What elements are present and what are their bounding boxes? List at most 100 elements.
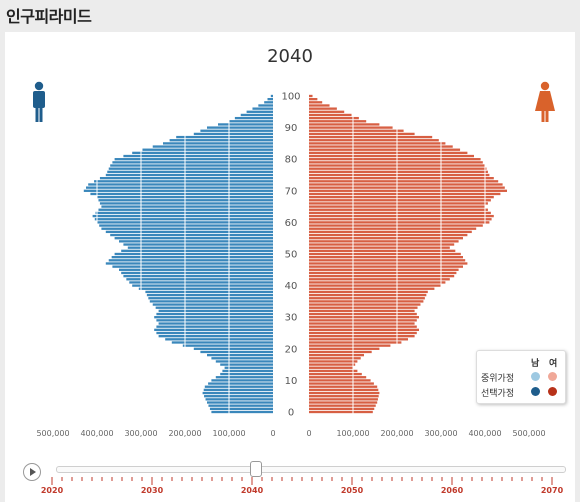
female-bar-age-60[interactable] — [309, 221, 490, 224]
female-bar-age-0[interactable] — [309, 410, 373, 414]
timeline-year-label[interactable]: 2040 — [240, 486, 264, 495]
female-bar-age-36[interactable] — [309, 297, 425, 300]
female-bar-age-48[interactable] — [309, 259, 466, 262]
male-bar-age-44[interactable] — [121, 271, 273, 275]
male-bar-age-41[interactable] — [129, 281, 273, 284]
male-bar-age-94[interactable] — [240, 113, 273, 117]
female-bar-age-26[interactable] — [309, 328, 419, 332]
male-bar-age-34[interactable] — [152, 303, 273, 306]
female-bar-age-92[interactable] — [309, 120, 367, 123]
female-bar-age-42[interactable] — [309, 278, 450, 281]
male-bar-age-55[interactable] — [114, 237, 273, 240]
male-bar-age-26[interactable] — [154, 328, 273, 332]
legend-dot-female-median[interactable] — [548, 372, 557, 381]
male-bar-age-90[interactable] — [207, 126, 273, 129]
male-bar-age-70[interactable] — [83, 189, 273, 192]
male-bar-age-93[interactable] — [234, 116, 273, 120]
male-bar-age-84[interactable] — [152, 145, 273, 148]
male-bar-age-45[interactable] — [119, 268, 273, 271]
female-bar-age-20[interactable] — [309, 347, 380, 350]
female-bar-age-77[interactable] — [309, 167, 487, 170]
male-bar-age-18[interactable] — [207, 353, 273, 357]
male-bar-age-13[interactable] — [222, 369, 273, 373]
female-bar-age-40[interactable] — [309, 284, 441, 287]
male-bar-age-22[interactable] — [171, 341, 273, 344]
male-bar-age-78[interactable] — [110, 164, 273, 167]
male-bar-age-99[interactable] — [267, 97, 274, 101]
male-bar-age-62[interactable] — [92, 214, 273, 218]
timeline-year-label[interactable]: 2050 — [340, 486, 364, 495]
male-bar-age-11[interactable] — [215, 376, 273, 379]
female-bar-age-73[interactable] — [309, 180, 499, 183]
male-bar-age-67[interactable] — [98, 199, 273, 202]
female-bar-age-23[interactable] — [309, 338, 408, 341]
male-bar-age-73[interactable] — [94, 180, 273, 183]
female-bar-age-52[interactable] — [309, 246, 450, 249]
female-bar-age-51[interactable] — [309, 249, 456, 253]
male-bar-age-4[interactable] — [205, 398, 273, 401]
female-bar-age-82[interactable] — [309, 151, 468, 155]
male-bar-age-47[interactable] — [105, 262, 273, 265]
male-bar-age-86[interactable] — [169, 139, 273, 142]
female-bar-age-27[interactable] — [309, 325, 417, 328]
male-bar-age-87[interactable] — [176, 135, 273, 139]
female-bar-age-81[interactable] — [309, 154, 474, 158]
female-bar-age-61[interactable] — [309, 218, 492, 221]
female-bar-age-96[interactable] — [309, 107, 337, 110]
male-bar-age-54[interactable] — [119, 240, 273, 243]
female-bar-age-35[interactable] — [309, 300, 424, 303]
timeline-year-label[interactable]: 2070 — [540, 486, 564, 495]
female-bar-age-46[interactable] — [309, 265, 463, 268]
timeline-year-label[interactable]: 2060 — [440, 486, 464, 495]
male-bar-age-29[interactable] — [156, 319, 273, 322]
year-slider-handle[interactable] — [250, 461, 262, 477]
female-bar-age-63[interactable] — [309, 211, 491, 215]
male-bar-age-59[interactable] — [99, 224, 273, 227]
male-bar-age-81[interactable] — [123, 154, 274, 158]
play-button[interactable] — [23, 463, 41, 481]
male-bar-age-33[interactable] — [155, 306, 273, 309]
male-bar-age-12[interactable] — [220, 372, 273, 376]
female-bar-age-83[interactable] — [309, 148, 461, 151]
female-bar-age-19[interactable] — [309, 350, 372, 354]
female-bar-age-93[interactable] — [309, 116, 359, 120]
female-bar-age-75[interactable] — [309, 173, 490, 177]
female-bar-age-56[interactable] — [309, 233, 468, 237]
female-bar-age-64[interactable] — [309, 208, 488, 211]
male-bar-age-9[interactable] — [208, 382, 273, 385]
female-bar-age-34[interactable] — [309, 303, 421, 306]
female-bar-age-98[interactable] — [309, 101, 323, 104]
female-bar-age-55[interactable] — [309, 237, 463, 240]
female-bar-age-95[interactable] — [309, 110, 345, 113]
female-bar-age-41[interactable] — [309, 281, 446, 284]
male-bar-age-96[interactable] — [252, 107, 273, 110]
female-bar-age-66[interactable] — [309, 202, 488, 205]
female-bar-age-100[interactable] — [309, 94, 313, 98]
male-bar-age-17[interactable] — [211, 357, 273, 360]
male-bar-age-61[interactable] — [94, 218, 273, 221]
male-bar-age-7[interactable] — [203, 388, 273, 392]
male-bar-age-91[interactable] — [218, 123, 273, 126]
male-bar-age-15[interactable] — [220, 363, 273, 366]
female-bar-age-32[interactable] — [309, 309, 415, 313]
male-bar-age-5[interactable] — [204, 395, 273, 398]
legend-dot-female-selected[interactable] — [548, 387, 557, 396]
male-bar-age-51[interactable] — [121, 249, 273, 253]
year-slider-track[interactable] — [56, 466, 566, 473]
legend-dot-male-median[interactable] — [531, 372, 540, 381]
female-bar-age-28[interactable] — [309, 322, 415, 325]
female-bar-age-8[interactable] — [309, 385, 378, 388]
female-bar-age-99[interactable] — [309, 97, 318, 101]
male-bar-age-16[interactable] — [215, 360, 273, 363]
female-bar-age-15[interactable] — [309, 363, 356, 366]
female-bar-age-50[interactable] — [309, 252, 461, 256]
male-bar-age-50[interactable] — [114, 252, 273, 256]
female-bar-age-30[interactable] — [309, 316, 419, 319]
male-bar-age-69[interactable] — [90, 192, 274, 196]
male-bar-age-71[interactable] — [86, 186, 273, 189]
female-bar-age-16[interactable] — [309, 360, 358, 363]
female-bar-age-31[interactable] — [309, 312, 417, 316]
male-bar-age-88[interactable] — [193, 132, 273, 136]
male-bar-age-2[interactable] — [208, 404, 273, 407]
male-bar-age-58[interactable] — [101, 227, 274, 230]
